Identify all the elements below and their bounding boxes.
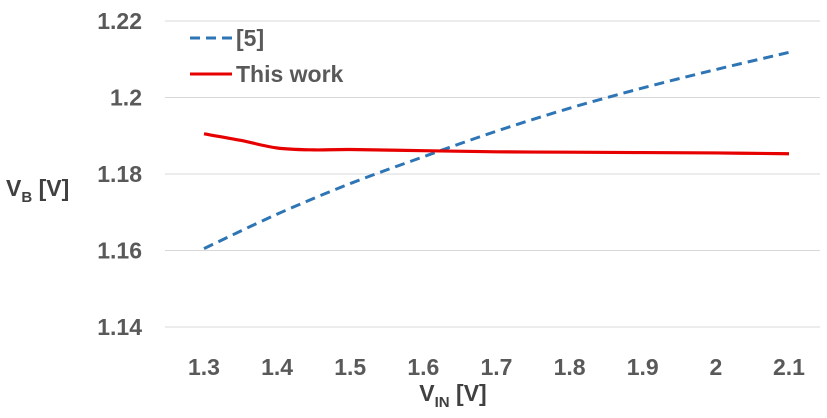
x-tick-labels: 1.3 1.4 1.5 1.6 1.7 1.8 1.9 2 2.1 xyxy=(188,354,805,380)
x-tick-label: 1.8 xyxy=(554,354,586,380)
x-axis-label-sub: IN xyxy=(435,394,450,411)
gridlines xyxy=(165,20,820,328)
y-axis-label: VB [V] xyxy=(6,175,69,206)
series-lines xyxy=(203,50,790,250)
series-line-5 xyxy=(203,50,790,250)
x-axis-label-main: V xyxy=(419,380,435,406)
legend-label-5: [5] xyxy=(236,25,264,51)
y-axis-label-main: V xyxy=(6,175,22,201)
y-tick-label: 1.22 xyxy=(97,8,142,34)
y-tick-label: 1.16 xyxy=(97,238,142,264)
y-tick-label: 1.2 xyxy=(110,85,142,111)
x-axis-label-unit: [V] xyxy=(450,380,487,406)
x-tick-label: 2 xyxy=(709,354,722,380)
x-tick-label: 1.9 xyxy=(627,354,659,380)
x-tick-label: 1.4 xyxy=(261,354,293,380)
legend-label-this-work: This work xyxy=(236,61,344,87)
y-tick-label: 1.18 xyxy=(97,161,142,187)
legend: [5] This work xyxy=(190,25,344,87)
series-line-this-work xyxy=(203,132,790,156)
x-tick-label: 1.5 xyxy=(334,354,366,380)
x-tick-label: 1.7 xyxy=(481,354,513,380)
y-tick-label: 1.14 xyxy=(97,314,142,340)
x-tick-label: 1.3 xyxy=(188,354,220,380)
y-axis-label-unit: [V] xyxy=(32,175,69,201)
y-tick-labels: 1.14 1.16 1.18 1.2 1.22 xyxy=(97,8,142,340)
y-axis-label-sub: B xyxy=(21,189,32,206)
x-tick-label: 2.1 xyxy=(773,354,805,380)
x-axis-label: VIN [V] xyxy=(419,380,486,411)
x-tick-label: 1.6 xyxy=(407,354,439,380)
